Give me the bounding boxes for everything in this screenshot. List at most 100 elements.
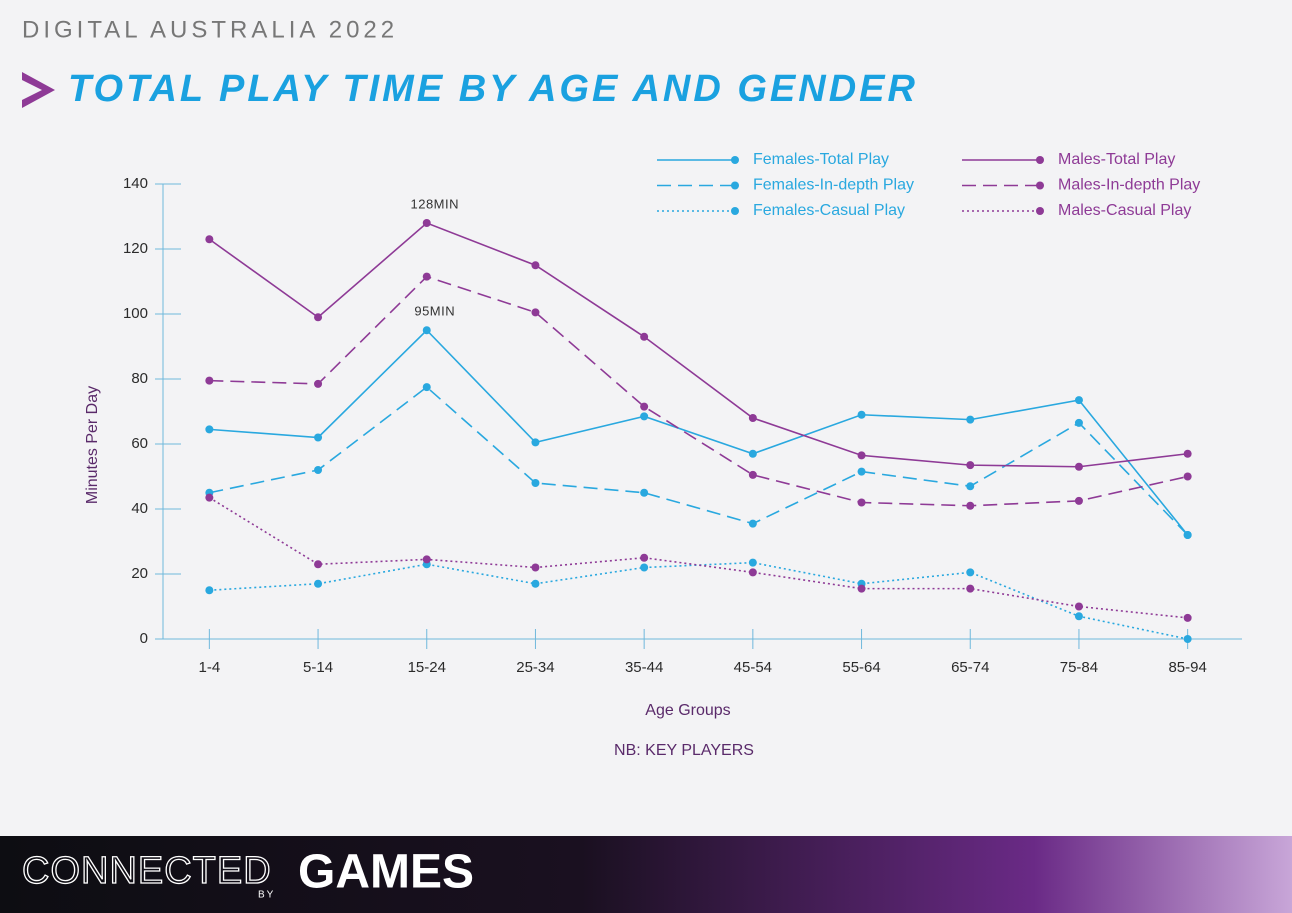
data-point	[314, 313, 323, 322]
y-tick-label: 0	[140, 630, 148, 647]
data-point	[1074, 462, 1083, 471]
legend-label: Males-Casual Play	[1058, 202, 1191, 219]
data-point	[966, 415, 975, 424]
data-point	[966, 501, 975, 510]
data-point	[748, 414, 757, 422]
data-point	[1074, 418, 1083, 427]
y-tick-label: 80	[131, 370, 148, 387]
note: NB: KEY PLAYERS	[614, 742, 754, 759]
data-point	[314, 579, 323, 588]
x-tick-label: 65-74	[951, 659, 989, 676]
data-point	[1183, 635, 1192, 643]
data-point	[314, 466, 323, 474]
data-point	[1183, 449, 1192, 458]
data-point	[966, 482, 975, 491]
series-line	[209, 386, 1189, 536]
x-tick-label: 5-14	[303, 659, 333, 676]
y-tick-label: 140	[123, 175, 148, 192]
chevron	[22, 72, 55, 108]
data-point	[966, 568, 975, 577]
data-point	[531, 438, 540, 447]
data-point	[1074, 612, 1083, 621]
footer-brand: CONNECTED	[22, 850, 272, 892]
x-tick-label: 15-24	[408, 659, 446, 676]
data-point	[1074, 496, 1083, 505]
legend-marker	[1036, 207, 1044, 215]
data-point	[748, 558, 757, 567]
data-point	[422, 272, 431, 281]
x-tick-label: 35-44	[625, 659, 663, 676]
series-line	[208, 496, 1188, 619]
data-point	[314, 560, 323, 569]
legend-label: Males-Total Play	[1058, 151, 1175, 168]
data-point	[857, 584, 866, 593]
data-point	[748, 470, 757, 479]
data-point	[857, 498, 866, 507]
legend-marker	[1036, 181, 1044, 190]
data-point	[966, 461, 975, 470]
data-point	[1074, 602, 1083, 611]
data-point	[640, 563, 649, 572]
data-point	[640, 488, 649, 497]
data-point	[1074, 396, 1083, 405]
data-point	[1183, 472, 1192, 481]
x-tick-label: 85-94	[1168, 659, 1206, 676]
data-point	[531, 579, 540, 588]
data-point	[640, 553, 649, 562]
data-point	[857, 451, 866, 460]
data-point	[748, 568, 757, 577]
footer-games: GAMES	[298, 846, 474, 899]
x-tick-label: 1-4	[199, 659, 221, 676]
series-line	[209, 329, 1189, 536]
data-point	[205, 493, 214, 502]
header: DIGITAL AUSTRALIA 2022	[22, 16, 398, 43]
data-point	[748, 519, 757, 528]
data-point	[1183, 613, 1192, 622]
data-point	[748, 449, 757, 458]
x-tick-label: 45-54	[734, 659, 772, 676]
legend-label: Females-Total Play	[753, 151, 889, 168]
data-point	[531, 563, 540, 572]
y-tick-label: 40	[131, 500, 148, 517]
legend-label: Males-In-depth Play	[1058, 177, 1200, 194]
data-point	[314, 433, 323, 442]
data-point	[531, 261, 540, 270]
legend-marker	[731, 156, 739, 164]
y-tick-label: 120	[123, 240, 148, 257]
footer-bar	[0, 836, 1292, 913]
data-point	[205, 586, 214, 595]
data-point	[640, 332, 649, 341]
y-tick-label: 100	[123, 305, 148, 322]
data-point	[422, 326, 431, 335]
x-tick-label: 25-34	[516, 659, 554, 676]
x-axis-label: Age Groups	[645, 702, 730, 719]
chart-title: TOTAL PLAY TIME BY AGE AND GENDER	[68, 68, 918, 110]
legend-marker	[1036, 156, 1044, 164]
data-point	[205, 376, 214, 385]
legend-label: Females-In-depth Play	[753, 177, 914, 194]
data-point	[422, 555, 431, 564]
data-point	[422, 219, 431, 227]
x-tick-label: 75-84	[1060, 659, 1098, 676]
x-tick-label: 55-64	[842, 659, 880, 676]
y-tick-label: 60	[131, 435, 148, 452]
data-point	[640, 412, 649, 421]
series-line	[208, 222, 1188, 468]
data-point	[205, 235, 214, 244]
data-point	[857, 410, 866, 419]
data-point	[314, 379, 323, 388]
annotation: 95MIN	[414, 304, 455, 319]
annotation: 128MIN	[410, 196, 459, 211]
data-point	[640, 402, 649, 411]
legend-label: Females-Casual Play	[753, 202, 905, 219]
y-tick-label: 20	[131, 565, 148, 582]
legend-marker	[731, 207, 739, 215]
data-point	[422, 383, 431, 392]
data-point	[531, 308, 540, 317]
y-axis-label: Minutes Per Day	[84, 386, 101, 504]
data-point	[857, 467, 866, 476]
footer-by: BY	[258, 890, 275, 901]
